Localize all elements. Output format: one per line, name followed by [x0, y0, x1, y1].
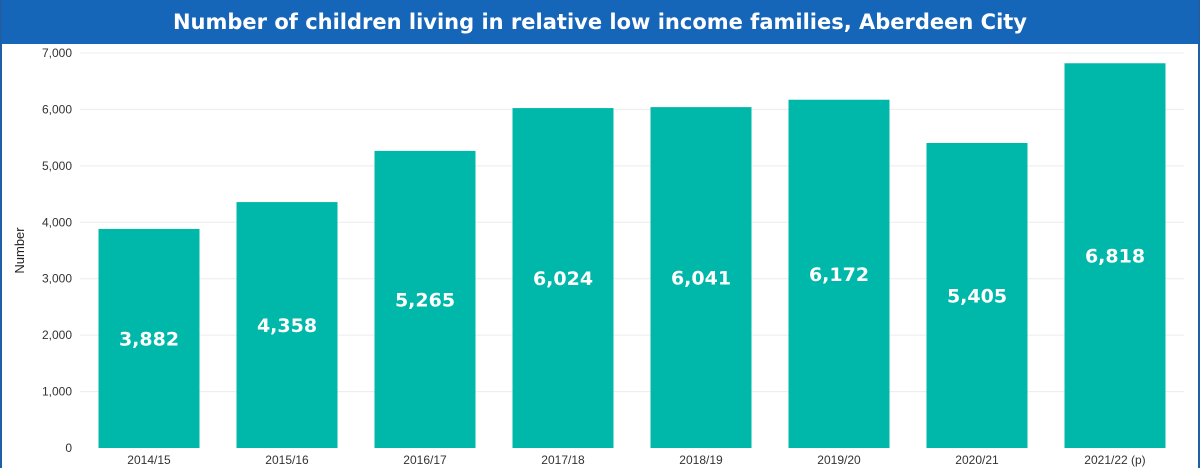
y-tick-label: 6,000	[42, 102, 72, 116]
y-axis-label: Number	[12, 227, 27, 274]
bar	[512, 108, 614, 449]
y-tick-label: 7,000	[42, 46, 72, 60]
data-label: 5,405	[947, 286, 1007, 308]
x-tick-label: 2018/19	[679, 453, 723, 467]
bar	[650, 107, 752, 449]
data-label: 6,818	[1085, 246, 1145, 268]
data-label: 6,172	[809, 264, 869, 286]
x-tick-label: 2020/21	[955, 453, 999, 467]
data-label: 5,265	[395, 289, 455, 311]
x-tick-label: 2021/22 (p)	[1084, 453, 1145, 467]
bar	[788, 99, 890, 449]
bar	[1064, 63, 1166, 449]
data-label: 6,024	[533, 268, 593, 290]
x-tick-label: 2014/15	[127, 453, 171, 467]
y-tick-label: 4,000	[42, 215, 72, 229]
data-label: 3,882	[119, 328, 179, 350]
x-tick-label: 2017/18	[541, 453, 585, 467]
y-tick-label: 1,000	[42, 385, 72, 399]
data-label: 6,041	[671, 268, 731, 290]
x-tick-label: 2016/17	[403, 453, 447, 467]
bar	[926, 143, 1028, 448]
data-label: 4,358	[257, 315, 317, 337]
chart-title-bar: Number of children living in relative lo…	[2, 0, 1198, 44]
bar	[374, 150, 476, 448]
y-tick-label: 2,000	[42, 328, 72, 342]
y-tick-label: 3,000	[42, 272, 72, 286]
y-tick-label: 5,000	[42, 159, 72, 173]
chart-title: Number of children living in relative lo…	[172, 10, 1027, 34]
x-tick-label: 2015/16	[265, 453, 309, 467]
y-tick-label: 0	[65, 441, 72, 455]
bar	[236, 202, 338, 448]
bar	[98, 228, 200, 448]
x-tick-label: 2019/20	[817, 453, 861, 467]
